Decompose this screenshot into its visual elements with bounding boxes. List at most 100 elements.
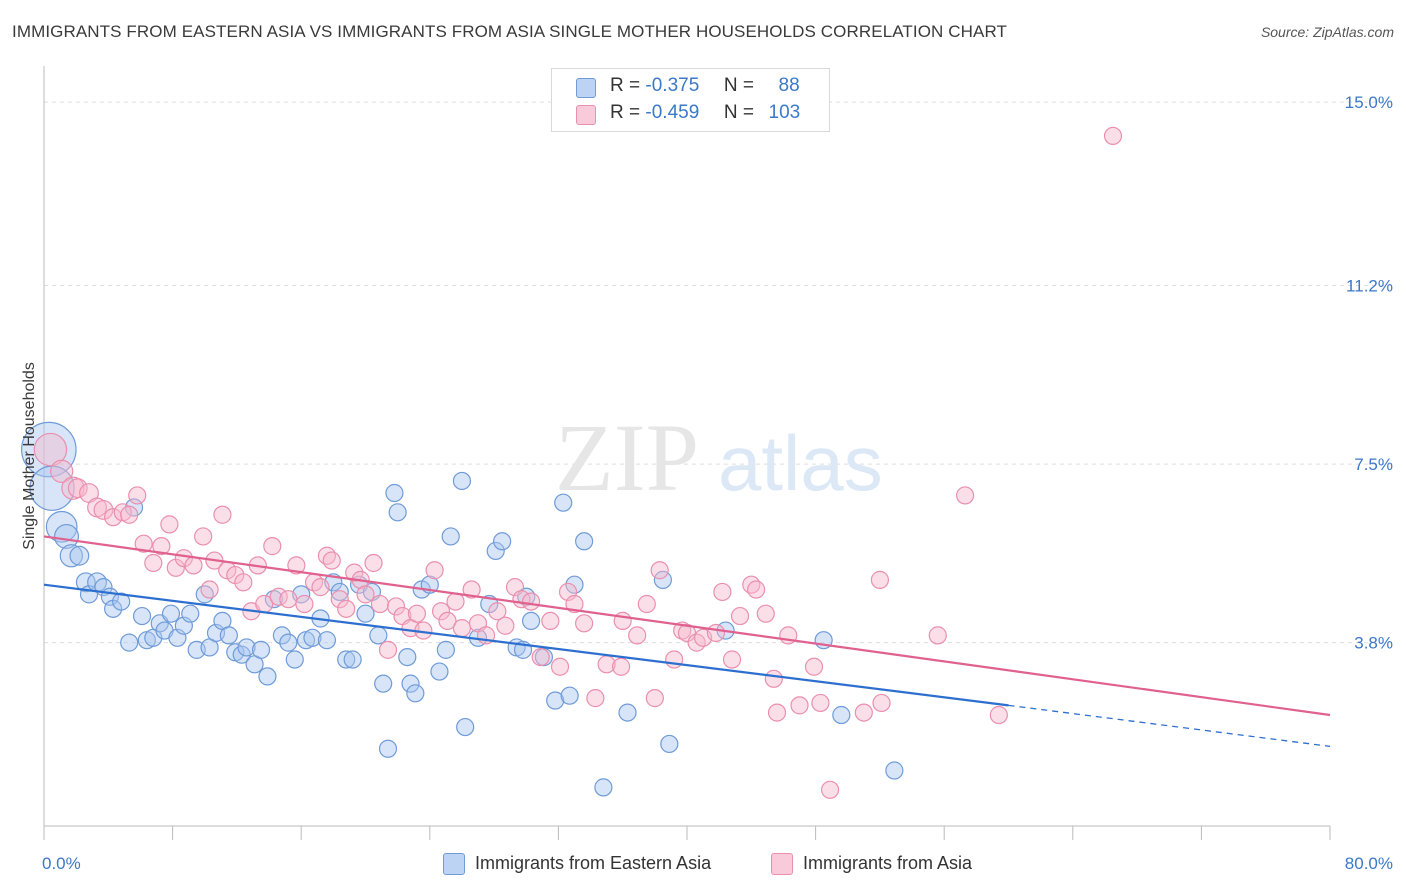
legend-swatch-pink [771,853,793,875]
legend-r-value: -0.375 [645,75,700,96]
data-point-eastern-asia [385,483,404,503]
data-point-asia [730,606,750,626]
data-point-asia [645,689,664,708]
data-point-asia [756,604,775,623]
data-point-eastern-asia [59,544,83,568]
data-point-asia [386,597,406,616]
data-point-eastern-asia [560,686,579,705]
data-point-eastern-asia [406,684,425,703]
data-point-asia [378,640,398,659]
data-point-asia [134,534,153,553]
legend-n-value: 103 [768,102,801,123]
axes [43,66,1331,840]
data-point-asia [870,570,890,589]
data-point-asia [820,780,840,799]
data-point-eastern-asia [430,662,449,681]
legend-swatch-blue [443,853,465,875]
data-point-asia [61,476,85,500]
data-point-eastern-asia [594,778,613,797]
data-point-asia [370,594,390,614]
data-point-eastern-asia [452,471,472,491]
data-point-asia [1103,126,1123,146]
data-point-asia [531,647,550,667]
legend-label-eastern-asia: Immigrants from Eastern Asia [475,853,712,873]
data-point-eastern-asia [112,592,131,611]
legend-r-label: R = [610,102,641,123]
data-point-asia [93,499,114,520]
data-point-eastern-asia [565,575,584,594]
data-point-eastern-asia [181,604,200,623]
data-point-eastern-asia [374,674,393,693]
source-credit: Source: ZipAtlas.com [1260,24,1394,40]
data-point-eastern-asia [456,717,475,737]
data-point-eastern-asia [493,532,512,551]
data-point-asia [337,599,356,618]
data-point-asia [67,478,88,499]
data-point-eastern-asia [486,541,505,561]
data-point-asia [184,556,203,575]
data-point-asia [767,703,787,722]
data-point-asia [160,515,179,534]
data-point-asia [790,696,809,715]
y-tick-label: 7.5% [1354,455,1393,474]
data-point-eastern-asia [343,650,362,669]
data-point-asia [637,594,656,614]
x-tick-label: 0.0% [42,854,81,873]
trend-line-asia [43,535,1331,717]
data-point-asia [811,693,830,713]
data-point-eastern-asia [161,604,181,623]
data-point-asia [330,590,349,609]
data-point-asia [452,619,472,638]
y-axis-label: Single Mother Households [21,362,38,550]
data-point-eastern-asia [398,647,417,667]
data-point-eastern-asia [369,626,388,645]
data-point-asia [425,561,444,580]
data-point-eastern-asia [132,606,152,626]
data-point-asia [438,611,457,631]
legend-label-asia: Immigrants from Asia [803,853,973,873]
data-point-eastern-asia [251,640,271,659]
data-point-eastern-asia [388,503,407,522]
data-point-asia [263,537,282,556]
data-point-asia [431,602,451,621]
data-point-asia [174,549,193,568]
data-point-eastern-asia [21,421,77,478]
data-point-eastern-asia [441,527,460,546]
data-point-asia [989,705,1008,725]
data-point-eastern-asia [258,667,277,686]
data-point-asia [713,582,732,602]
data-point-asia [234,573,253,592]
data-point-eastern-asia [330,582,349,602]
y-tick-label: 15.0% [1345,93,1393,112]
data-point-asia [541,611,560,631]
data-point-eastern-asia [337,650,356,669]
data-point-eastern-asia [378,739,398,758]
data-point-asia [928,626,947,645]
trend-lines [43,535,1331,748]
data-point-eastern-asia [285,650,304,669]
data-point-asia [364,553,383,573]
data-point-eastern-asia [317,631,337,650]
watermark-zip: ZIP [555,404,699,511]
data-point-eastern-asia [237,638,256,657]
data-point-asia [854,703,873,722]
data-point-eastern-asia [436,640,455,659]
data-point-asia [356,585,375,604]
data-point-asia [311,578,330,597]
legend-n-value: 88 [778,75,800,96]
data-point-asia [521,592,541,611]
data-point-eastern-asia [75,572,96,593]
data-point-asia [628,626,647,645]
data-point-asia [50,459,74,483]
trend-line-eastern-asia-extension [1008,704,1331,748]
data-point-asia [407,604,427,623]
data-point-asia [462,580,481,599]
data-point-asia [496,616,515,635]
watermark: ZIP atlas [555,404,883,511]
data-point-eastern-asia [45,510,78,543]
data-point-asia [764,669,783,688]
data-point-asia [287,556,306,575]
data-point-asia [804,657,824,676]
data-point-eastern-asia [264,590,283,609]
